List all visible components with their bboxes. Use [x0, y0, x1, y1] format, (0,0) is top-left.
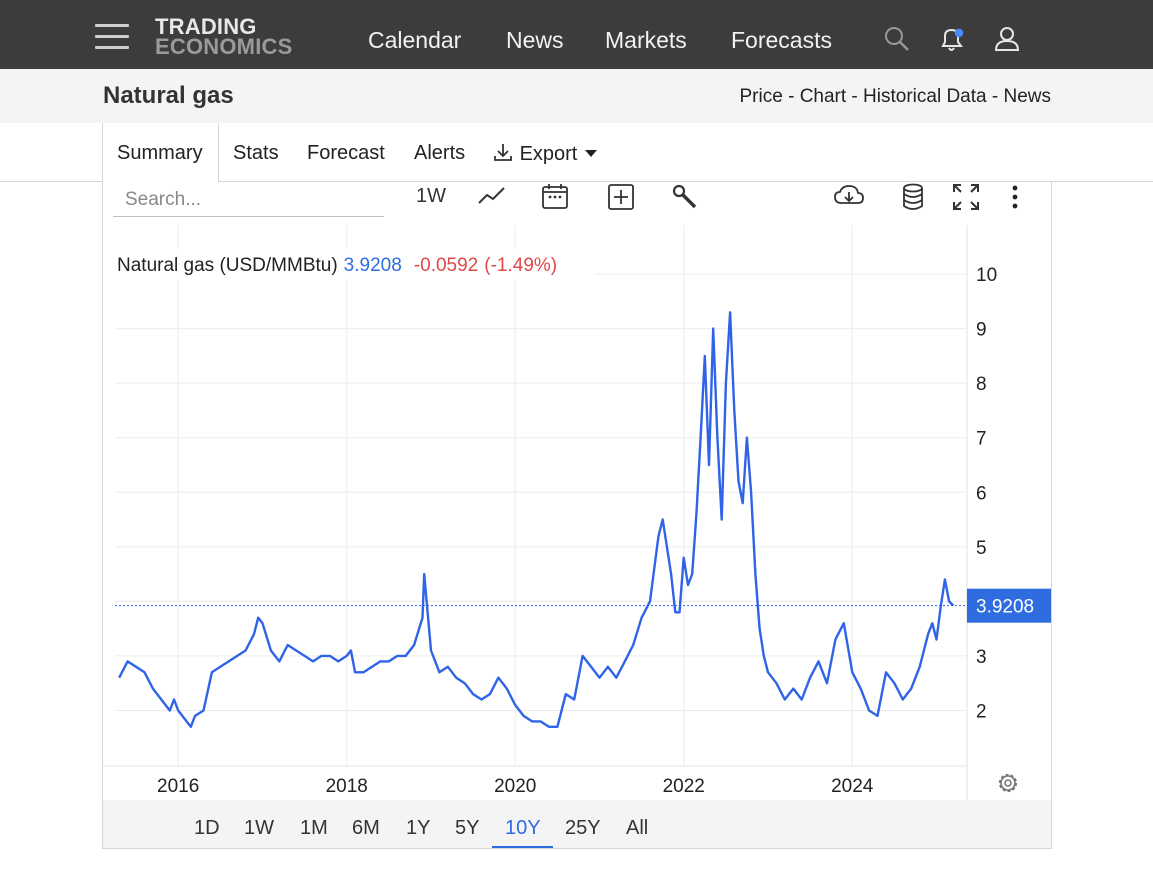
header-link-separator: - [846, 86, 864, 107]
user-icon[interactable] [993, 25, 1021, 53]
range-1y[interactable]: 1Y [406, 817, 431, 839]
tab-stats[interactable]: Stats [233, 142, 279, 164]
nav-link-forecasts[interactable]: Forecasts [731, 27, 832, 53]
range-10y[interactable]: 10Y [505, 817, 541, 839]
logo-line-2: ECONOMICS [155, 34, 293, 59]
logo-line-1: TRADING [155, 14, 257, 39]
tab-export[interactable]: Export [492, 141, 597, 166]
range-5y[interactable]: 5Y [455, 817, 480, 839]
line-chart-icon[interactable] [477, 183, 507, 211]
wrench-icon[interactable] [671, 183, 699, 211]
fullscreen-icon[interactable] [952, 183, 980, 211]
caret-down-icon [584, 150, 597, 157]
range-all[interactable]: All [626, 817, 649, 839]
range-6m[interactable]: 6M [352, 817, 380, 839]
search-icon[interactable] [884, 25, 910, 53]
top-navbar: TRADING ECONOMICS Calendar News Markets … [0, 0, 1153, 69]
range-1d[interactable]: 1D [194, 817, 220, 839]
tab-forecast[interactable]: Forecast [307, 142, 385, 164]
nav-link-markets[interactable]: Markets [605, 27, 687, 53]
nav-link-news[interactable]: News [506, 27, 564, 53]
database-icon[interactable] [901, 183, 925, 211]
download-icon [494, 144, 512, 161]
range-bar [103, 800, 1051, 848]
header-link-price[interactable]: Price [739, 86, 783, 107]
download-cloud-icon[interactable] [833, 183, 865, 211]
add-compare-icon[interactable] [607, 183, 635, 211]
chart-panel [102, 182, 1052, 849]
header-link-news[interactable]: News [1003, 86, 1051, 107]
header-link-chart[interactable]: Chart [799, 86, 847, 107]
tab-export-label: Export [519, 143, 578, 165]
range-active-underline [492, 846, 553, 848]
calendar-icon[interactable] [541, 183, 569, 211]
range-1m[interactable]: 1M [300, 817, 328, 839]
tab-summary[interactable]: Summary [117, 142, 203, 164]
bell-icon[interactable] [938, 25, 966, 53]
range-25y[interactable]: 25Y [565, 817, 601, 839]
tab-alerts[interactable]: Alerts [414, 142, 466, 164]
more-vertical-icon[interactable] [1008, 183, 1022, 211]
search-input[interactable] [113, 184, 384, 217]
tabs-divider [0, 181, 1153, 182]
logo[interactable]: TRADING ECONOMICS [155, 14, 293, 59]
menu-icon[interactable] [95, 24, 129, 50]
header-link-historical-data[interactable]: Historical Data [863, 86, 987, 107]
period-selector[interactable]: 1W [416, 185, 446, 207]
title-bar [0, 69, 1153, 123]
header-links: Price - Chart - Historical Data - News [740, 86, 1052, 108]
header-link-separator: - [986, 86, 1004, 107]
page-title: Natural gas [103, 82, 234, 109]
nav-link-calendar[interactable]: Calendar [368, 27, 462, 53]
tab-summary-box [102, 123, 219, 182]
header-link-separator: - [782, 86, 800, 107]
range-1w[interactable]: 1W [244, 817, 274, 839]
